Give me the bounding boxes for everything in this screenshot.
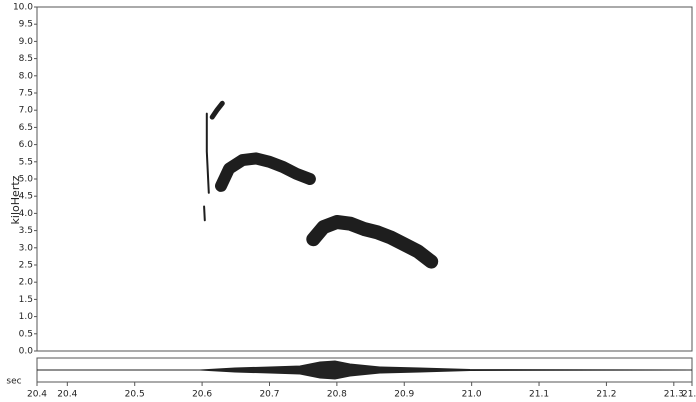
y-tick-label: 7.5 <box>19 89 33 99</box>
y-tick-label: 3.0 <box>19 243 34 253</box>
y-tick-label: 4.0 <box>19 209 34 219</box>
y-tick-label: 8.0 <box>19 71 34 81</box>
y-tick-label: 0.0 <box>19 347 34 357</box>
spectral-trace <box>203 205 206 222</box>
x-tick-label: 21.3 <box>664 390 684 400</box>
x-tick-label: 20.9 <box>394 390 414 400</box>
y-tick-label: 8.5 <box>19 54 33 64</box>
y-tick-label: 0.5 <box>19 329 33 339</box>
y-tick-label: 5.0 <box>19 175 34 185</box>
x-tick-label: 20.4 <box>27 390 47 400</box>
spectral-trace <box>215 152 316 192</box>
y-tick-label: 1.0 <box>19 312 34 322</box>
spectral-trace <box>205 112 210 194</box>
x-tick-label: 20.5 <box>125 390 145 400</box>
y-axis-title: kiloHertz <box>9 175 22 224</box>
y-tick-label: 1.5 <box>19 295 33 305</box>
x-tick-label: 20.6 <box>192 390 212 400</box>
spectrogram-frame <box>36 6 693 352</box>
x-tick-label: 21.2 <box>596 390 616 400</box>
y-tick-label: 2.5 <box>19 261 33 271</box>
y-tick-label: 6.5 <box>19 123 33 133</box>
spectral-trace <box>209 100 225 120</box>
y-tick-label: 10.0 <box>13 3 33 13</box>
y-tick-label: 6.0 <box>19 140 34 150</box>
y-tick-label: 4.5 <box>19 192 33 202</box>
x-tick-label: 20.8 <box>327 390 347 400</box>
x-tick-label: 20.7 <box>259 390 279 400</box>
x-axis-title: sec <box>6 377 21 387</box>
x-tick-label: 20.4 <box>57 390 77 400</box>
y-tick-label: 9.0 <box>19 37 34 47</box>
y-tick-label: 7.0 <box>19 106 34 116</box>
y-tick-label: 2.0 <box>19 278 34 288</box>
spectral-trace <box>306 215 439 269</box>
waveform <box>37 360 693 380</box>
x-tick-label: 21.0 <box>462 390 482 400</box>
y-tick-label: 3.5 <box>19 226 33 236</box>
y-tick-label: 5.5 <box>19 157 33 167</box>
x-tick-label: 21.3 <box>682 390 696 400</box>
x-tick-label: 21.1 <box>529 390 549 400</box>
y-tick-label: 9.5 <box>19 20 33 30</box>
